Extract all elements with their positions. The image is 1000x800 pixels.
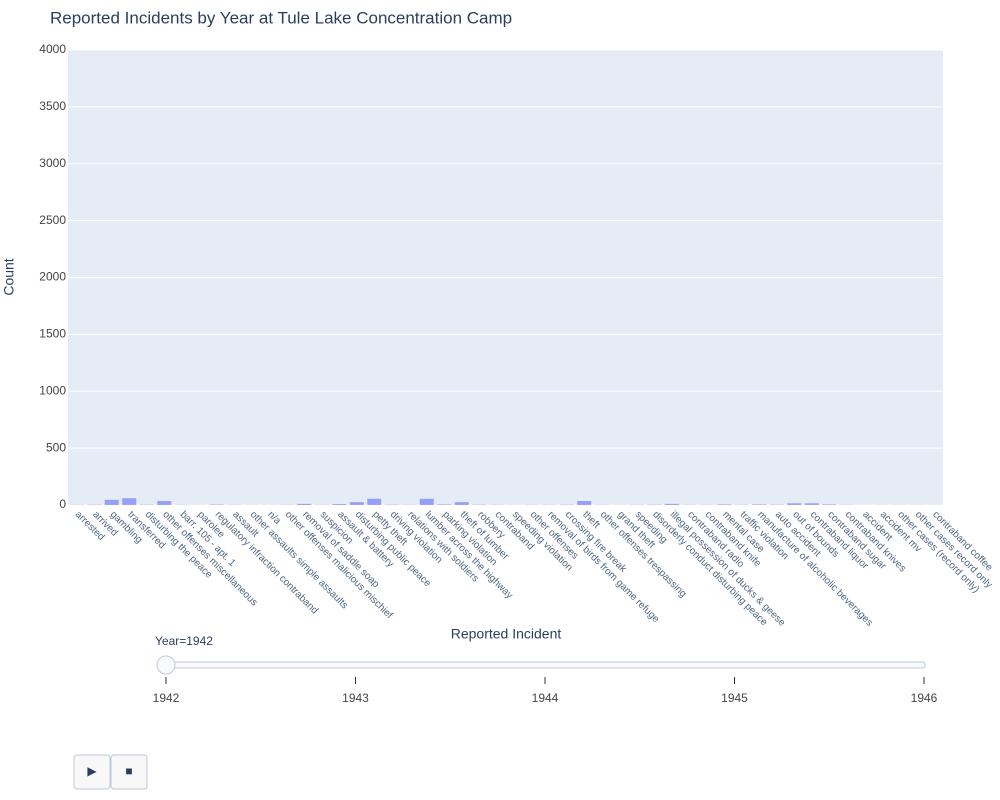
bar bbox=[332, 504, 347, 505]
y-tick-label: 1500 bbox=[39, 327, 66, 341]
bar bbox=[454, 502, 469, 505]
bar bbox=[122, 498, 137, 505]
bar bbox=[104, 499, 119, 505]
bar bbox=[367, 498, 382, 505]
stop-button[interactable] bbox=[110, 754, 148, 790]
play-icon: ▶ bbox=[87, 764, 97, 778]
x-tick-label: other cases record only bbox=[913, 509, 994, 590]
play-button[interactable] bbox=[73, 754, 111, 790]
slider-step-label: 1943 bbox=[342, 691, 369, 705]
bar bbox=[804, 503, 819, 505]
bar bbox=[297, 503, 312, 505]
bar bbox=[577, 501, 592, 505]
y-tick-label: 2000 bbox=[39, 270, 66, 284]
stop-icon: ■ bbox=[125, 764, 132, 778]
x-axis-title: Reported Incident bbox=[451, 626, 562, 642]
y-tick-label: 0 bbox=[59, 497, 66, 511]
bar bbox=[349, 502, 364, 505]
y-axis-title: Count bbox=[1, 258, 17, 295]
slider-step-label: 1944 bbox=[532, 691, 559, 705]
y-tick-label: 500 bbox=[46, 440, 66, 454]
bar bbox=[787, 503, 802, 505]
y-tick-label: 1000 bbox=[39, 383, 66, 397]
bar bbox=[157, 501, 172, 505]
bar bbox=[822, 504, 837, 505]
bar bbox=[717, 504, 732, 505]
bar bbox=[664, 503, 679, 505]
slider-track[interactable] bbox=[165, 661, 926, 669]
slider-step-label: 1945 bbox=[721, 691, 748, 705]
bar bbox=[419, 498, 434, 505]
y-tick-label: 3000 bbox=[39, 156, 66, 170]
slider-label: Year=1942 bbox=[155, 634, 213, 648]
slider-handle[interactable] bbox=[156, 655, 176, 675]
bar bbox=[437, 504, 452, 505]
slider-step-label: 1942 bbox=[153, 691, 180, 705]
y-tick-label: 4000 bbox=[39, 42, 66, 56]
chart-title: Reported Incidents by Year at Tule Lake … bbox=[50, 8, 512, 27]
slider-step-label: 1946 bbox=[911, 691, 938, 705]
y-tick-label: 2500 bbox=[39, 213, 66, 227]
bar bbox=[752, 504, 767, 505]
y-tick-label: 3500 bbox=[39, 99, 66, 113]
